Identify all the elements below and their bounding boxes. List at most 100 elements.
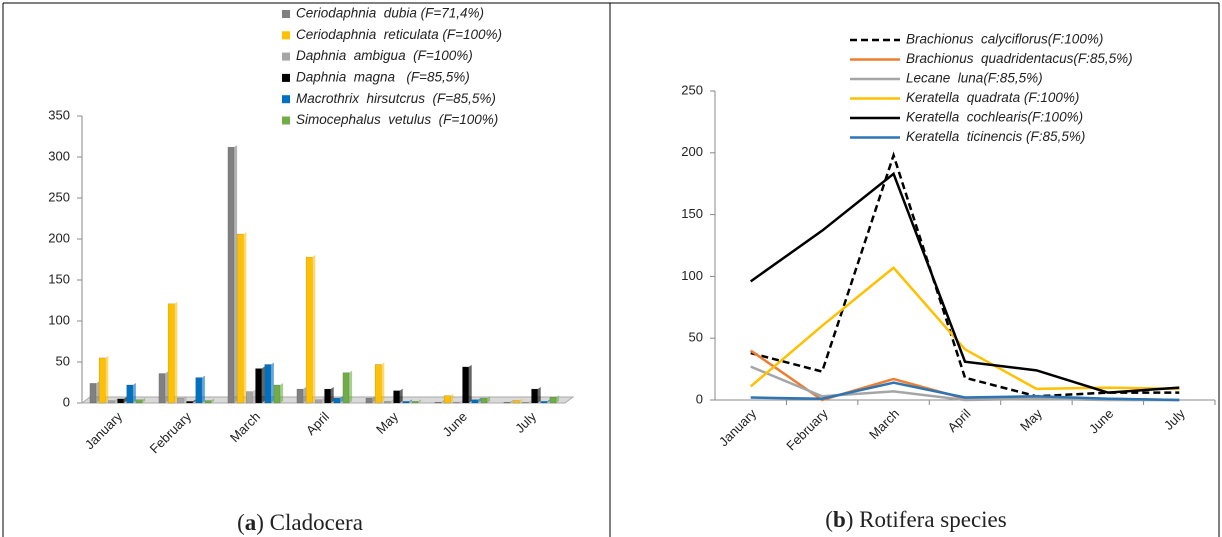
bar bbox=[365, 397, 373, 404]
bar bbox=[195, 377, 203, 404]
bar bbox=[453, 401, 460, 404]
bar-side bbox=[381, 362, 385, 403]
caption-part: ( bbox=[825, 507, 833, 532]
y-tick-label: 150 bbox=[681, 206, 703, 221]
y-tick-label: 0 bbox=[696, 391, 703, 406]
bar bbox=[204, 400, 212, 404]
bar-side bbox=[477, 397, 481, 403]
y-tick-label: 250 bbox=[48, 189, 70, 204]
x-tick-label: March bbox=[227, 409, 263, 445]
x-tick-label: January bbox=[716, 406, 760, 450]
y-tick-label: 200 bbox=[681, 144, 703, 159]
y-tick-label: 300 bbox=[48, 148, 70, 163]
bar-side bbox=[528, 400, 532, 403]
caption: (b) Rotifera species bbox=[825, 507, 1006, 532]
line bbox=[749, 171, 1180, 394]
caption-part: ( bbox=[237, 510, 245, 535]
legend-marker bbox=[282, 95, 290, 104]
bar-side bbox=[261, 366, 265, 403]
bar bbox=[531, 388, 538, 404]
bar bbox=[503, 401, 511, 404]
bar-side bbox=[303, 387, 307, 403]
bar bbox=[135, 399, 143, 404]
bar-side bbox=[270, 362, 274, 403]
legend-text: Lecane luna(F:85,5%) bbox=[906, 71, 1043, 86]
y-tick-label: 250 bbox=[681, 82, 703, 97]
bar bbox=[98, 357, 106, 404]
bar bbox=[522, 401, 529, 404]
bar-side bbox=[510, 400, 514, 403]
legend-marker bbox=[282, 10, 290, 18]
bar bbox=[434, 401, 442, 404]
bar-side bbox=[468, 364, 472, 403]
bar-side bbox=[441, 400, 445, 403]
y-tick-label: 350 bbox=[48, 107, 70, 122]
bar-side bbox=[399, 388, 403, 403]
bar-side bbox=[546, 399, 550, 403]
bar bbox=[471, 399, 479, 404]
caption-part: b bbox=[833, 507, 846, 532]
legend-text: Macrothrix hirsutcrus (F=85,5%) bbox=[296, 91, 496, 106]
bar bbox=[108, 400, 115, 404]
bar bbox=[443, 395, 451, 404]
bar-side bbox=[201, 375, 205, 403]
y-tick-label: 150 bbox=[48, 271, 70, 286]
bar bbox=[89, 383, 97, 404]
bar bbox=[462, 366, 469, 404]
y-tick-label: 50 bbox=[56, 353, 70, 368]
bar-side bbox=[243, 232, 247, 403]
bar-side bbox=[519, 398, 523, 403]
line bbox=[750, 381, 1180, 402]
legend-text: Keratella quadrata (F:100%) bbox=[906, 90, 1079, 105]
x-tick-label: April bbox=[303, 409, 332, 438]
legend-marker bbox=[282, 31, 290, 40]
caption-part: ) Rotifera species bbox=[846, 507, 1007, 532]
bar bbox=[315, 399, 322, 404]
bar-side bbox=[372, 396, 376, 403]
x-tick-label: July bbox=[512, 409, 539, 436]
bar-side bbox=[339, 396, 343, 403]
bar-side bbox=[487, 396, 491, 403]
bar-side bbox=[114, 398, 118, 403]
bar bbox=[549, 397, 557, 404]
legend-text: Daphnia magna (F=85,5%) bbox=[296, 69, 470, 84]
bar-side bbox=[537, 387, 541, 403]
bar bbox=[402, 401, 410, 404]
x-tick-label: June bbox=[440, 409, 471, 440]
x-tick-label: January bbox=[82, 409, 126, 453]
legend-text: Keratella ticinencis (F:85,5%) bbox=[906, 129, 1085, 144]
bar-side bbox=[174, 301, 178, 403]
bar bbox=[540, 401, 548, 404]
y-tick-label: 0 bbox=[63, 394, 70, 409]
bar-side bbox=[408, 399, 412, 403]
bar-side bbox=[96, 381, 100, 403]
bar bbox=[158, 373, 166, 404]
legend-marker bbox=[282, 73, 290, 82]
bar bbox=[333, 397, 341, 404]
bar bbox=[126, 384, 134, 404]
bar bbox=[384, 401, 391, 404]
bar bbox=[167, 303, 175, 404]
caption-part: ) Cladocera bbox=[256, 510, 363, 535]
bar bbox=[227, 146, 235, 404]
y-tick-label: 100 bbox=[681, 268, 703, 283]
bar bbox=[264, 364, 272, 404]
bar-side bbox=[142, 397, 146, 403]
bar bbox=[296, 388, 304, 404]
bar-side bbox=[349, 370, 353, 403]
line bbox=[749, 266, 1180, 391]
bar-side bbox=[330, 387, 334, 403]
bar bbox=[324, 388, 331, 404]
x-tick-label: June bbox=[1086, 406, 1117, 437]
legend-text: Ceriodaphnia dubia (F=71,4%) bbox=[296, 6, 484, 21]
bar-side bbox=[234, 145, 238, 403]
bar bbox=[255, 368, 262, 404]
x-tick-label: February bbox=[147, 409, 195, 457]
bar-side bbox=[312, 255, 316, 403]
x-tick-label: July bbox=[1161, 406, 1188, 433]
bar-side bbox=[450, 393, 454, 403]
legend-text: Keratella cochlearis(F:100%) bbox=[906, 110, 1083, 125]
bar-side bbox=[280, 382, 284, 403]
bar-side bbox=[132, 382, 136, 403]
